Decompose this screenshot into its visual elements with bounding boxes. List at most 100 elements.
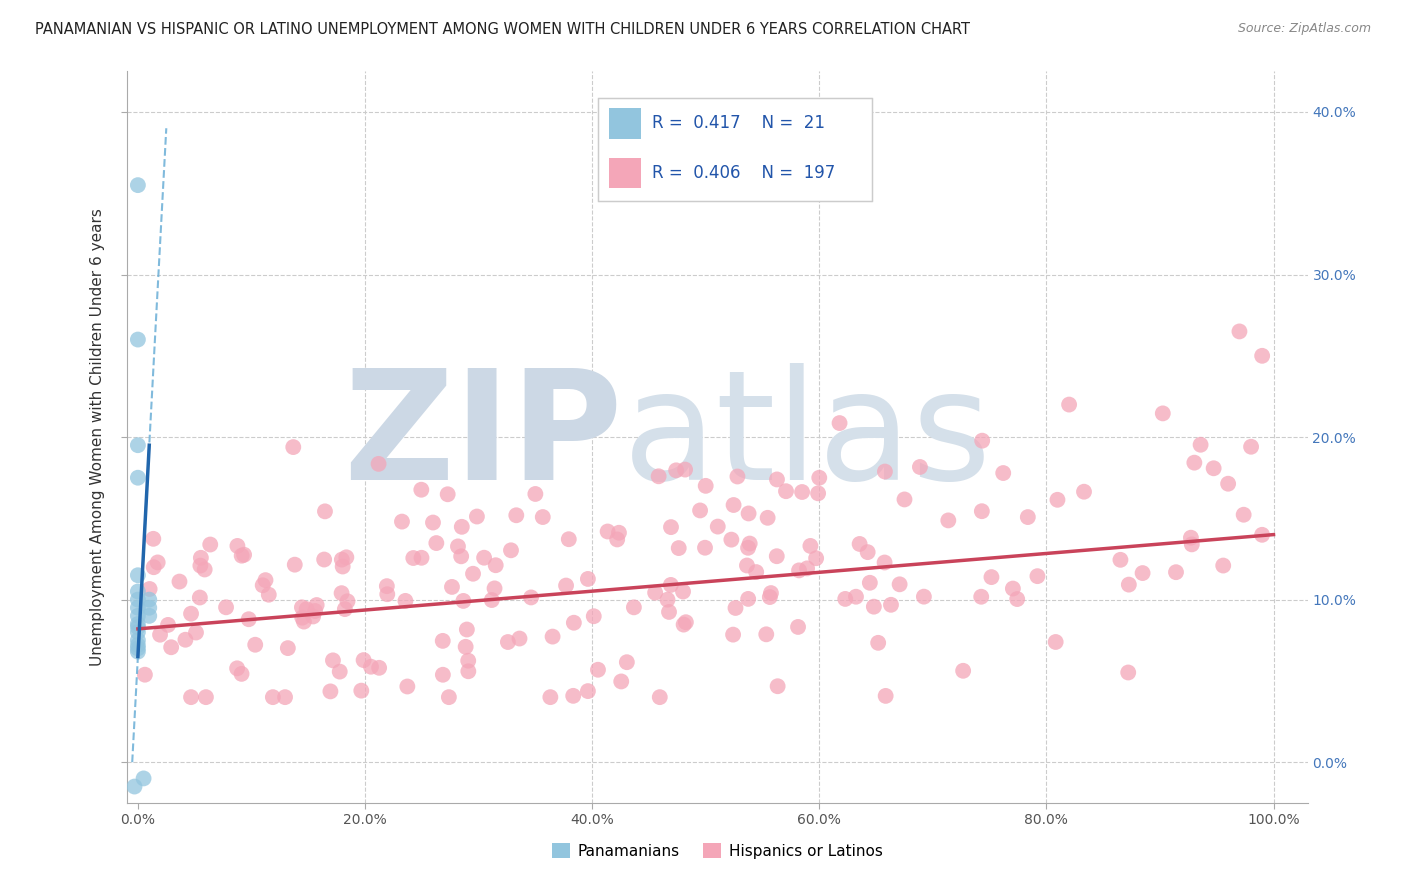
Point: [863, 599, 886, 614]
Point: [1240, 440, 1263, 454]
Point: [893, 492, 915, 507]
Point: [1001, 582, 1024, 596]
Legend: Panamanians, Hispanics or Latinos: Panamanians, Hispanics or Latinos: [546, 837, 889, 864]
Point: [454, 640, 477, 654]
Point: [142, 532, 165, 546]
Point: [845, 590, 868, 604]
Point: [1216, 476, 1239, 491]
Point: [1251, 349, 1274, 363]
Point: [834, 591, 856, 606]
Bar: [609, 158, 641, 188]
Point: [238, 612, 260, 626]
Point: [737, 541, 759, 555]
Point: [582, 609, 605, 624]
Point: [391, 515, 413, 529]
Point: [226, 661, 249, 675]
Point: [1233, 508, 1256, 522]
Point: [394, 594, 416, 608]
Point: [127, 178, 149, 193]
Point: [648, 690, 671, 705]
Point: [541, 630, 564, 644]
Point: [274, 690, 297, 705]
Point: [1046, 492, 1069, 507]
Point: [465, 509, 488, 524]
Point: [720, 533, 742, 547]
Point: [124, 780, 146, 794]
Point: [138, 592, 160, 607]
Point: [333, 602, 356, 616]
Point: [558, 533, 581, 547]
Point: [673, 462, 696, 476]
Point: [336, 594, 359, 608]
Point: [672, 584, 695, 599]
Point: [562, 689, 585, 703]
Point: [1057, 398, 1080, 412]
Point: [461, 566, 484, 581]
Point: [689, 503, 711, 517]
Point: [138, 608, 160, 623]
Point: [706, 519, 728, 533]
Point: [174, 632, 197, 647]
Point: [127, 617, 149, 632]
Point: [329, 665, 352, 679]
Point: [335, 550, 357, 565]
Point: [283, 440, 305, 454]
Point: [755, 627, 778, 641]
Point: [735, 558, 758, 573]
Point: [447, 540, 470, 554]
Point: [658, 605, 681, 619]
Point: [226, 539, 249, 553]
Point: [672, 617, 695, 632]
Point: [254, 573, 277, 587]
Point: [425, 536, 447, 550]
Point: [330, 552, 353, 566]
Point: [450, 520, 472, 534]
Point: [799, 539, 821, 553]
Point: [659, 578, 682, 592]
Point: [127, 638, 149, 652]
Point: [1118, 577, 1140, 591]
Point: [1180, 531, 1202, 545]
Point: [277, 641, 299, 656]
Point: [607, 525, 630, 540]
Point: [485, 558, 508, 573]
Point: [450, 549, 472, 564]
Point: [875, 689, 897, 703]
Bar: [609, 108, 641, 139]
Point: [775, 484, 797, 499]
Point: [659, 520, 682, 534]
Text: R =  0.417    N =  21: R = 0.417 N = 21: [652, 114, 825, 132]
Point: [353, 653, 375, 667]
Point: [432, 633, 454, 648]
Point: [972, 434, 994, 448]
Point: [127, 592, 149, 607]
Point: [531, 510, 554, 524]
Point: [411, 550, 433, 565]
Point: [127, 568, 149, 582]
Point: [555, 578, 578, 592]
Point: [127, 625, 149, 640]
Point: [127, 333, 149, 347]
Point: [132, 772, 155, 786]
Point: [330, 586, 353, 600]
Point: [970, 504, 993, 518]
Point: [127, 633, 149, 648]
Point: [304, 604, 326, 618]
Point: [138, 600, 160, 615]
Point: [804, 551, 827, 566]
Point: [127, 645, 149, 659]
Point: [889, 577, 911, 591]
Point: [737, 591, 759, 606]
Point: [194, 690, 217, 705]
Point: [184, 625, 207, 640]
Point: [138, 582, 160, 596]
Point: [180, 607, 202, 621]
Point: [375, 579, 398, 593]
Point: [453, 594, 475, 608]
Point: [146, 556, 169, 570]
Y-axis label: Unemployment Among Women with Children Under 6 years: Unemployment Among Women with Children U…: [90, 208, 105, 666]
Point: [160, 640, 183, 655]
Point: [908, 460, 931, 475]
Point: [231, 549, 253, 563]
Point: [868, 636, 890, 650]
